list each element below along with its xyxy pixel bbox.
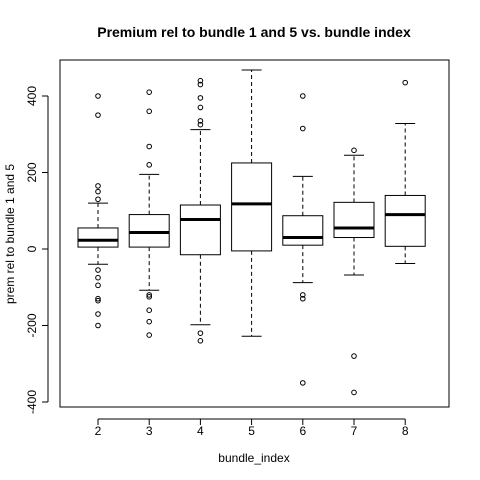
outlier-point xyxy=(300,295,306,302)
x-tick-label: 8 xyxy=(402,424,409,438)
outlier-point xyxy=(95,297,101,304)
outlier-point xyxy=(95,295,101,302)
outlier-point xyxy=(95,188,101,195)
box-iqr xyxy=(333,201,375,239)
outlier-point xyxy=(197,77,204,84)
outlier-point xyxy=(146,143,152,150)
x-tick-label: 5 xyxy=(248,424,255,438)
outlier-point xyxy=(146,332,152,338)
outlier-point xyxy=(146,294,152,300)
outlier-point xyxy=(95,93,101,99)
outlier-point xyxy=(197,338,204,344)
box-iqr xyxy=(128,214,170,248)
outlier-point xyxy=(300,93,306,99)
x-tick-label: 3 xyxy=(146,424,153,438)
outlier-point xyxy=(197,330,204,336)
outlier-point xyxy=(300,292,306,298)
outlier-point xyxy=(300,380,306,386)
x-tick-label: 2 xyxy=(95,424,102,438)
y-tick-label: -200 xyxy=(25,313,39,337)
outlier-point xyxy=(95,282,101,289)
outlier-point xyxy=(197,104,204,111)
y-tick-label: 400 xyxy=(25,86,39,106)
outlier-point xyxy=(300,125,306,132)
outlier-point xyxy=(351,353,357,359)
outlier-point xyxy=(197,95,204,101)
outlier-point xyxy=(197,118,204,124)
outlier-point xyxy=(351,389,357,396)
outlier-point xyxy=(146,318,152,325)
outlier-point xyxy=(146,162,152,168)
outlier-point xyxy=(95,267,101,273)
x-tick-label: 6 xyxy=(299,424,306,438)
x-tick-label: 4 xyxy=(197,424,204,438)
x-axis-label: bundle_index xyxy=(218,451,289,465)
chart-marks: -400 -200 0 200 400 2 3 4 5 6 7 8 xyxy=(25,69,426,438)
outlier-point xyxy=(95,274,101,281)
box-iqr xyxy=(384,194,426,247)
outlier-point xyxy=(146,307,152,314)
outlier-point xyxy=(146,89,152,95)
plot-frame xyxy=(59,59,450,408)
box-iqr xyxy=(231,162,273,252)
y-axis-label: prem rel to bundle 1 and 5 xyxy=(3,164,17,304)
outlier-point xyxy=(146,292,152,298)
outlier-point xyxy=(95,311,101,317)
y-tick-label: 0 xyxy=(25,245,39,252)
outlier-point xyxy=(197,121,204,128)
box-iqr xyxy=(179,204,221,256)
box-iqr xyxy=(282,215,324,246)
outlier-point xyxy=(95,196,101,203)
outlier-point xyxy=(95,112,101,118)
outlier-point xyxy=(402,79,409,86)
outlier-point xyxy=(197,81,204,88)
x-tick-label: 7 xyxy=(351,424,358,438)
y-tick-label: -400 xyxy=(25,390,39,414)
outlier-point xyxy=(95,322,101,329)
outlier-point xyxy=(351,147,357,154)
y-tick-label: 200 xyxy=(25,162,39,182)
chart-title: Premium rel to bundle 1 and 5 vs. bundle… xyxy=(97,24,411,40)
box-iqr xyxy=(77,227,119,248)
outlier-point xyxy=(146,108,152,115)
outlier-point xyxy=(95,183,101,189)
